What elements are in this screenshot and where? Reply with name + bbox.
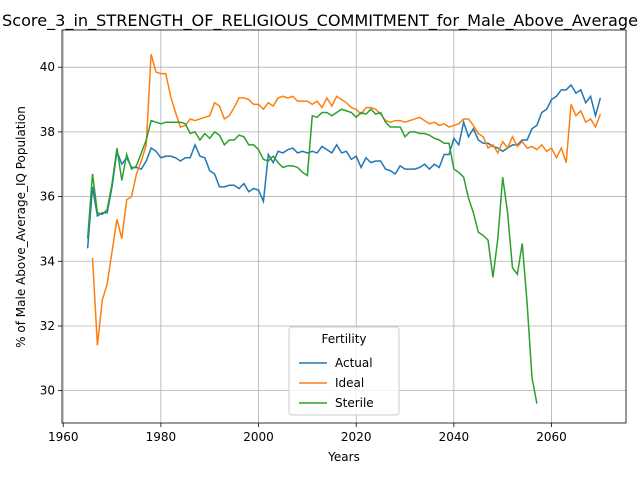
x-tick-label: 2040 [439,430,470,444]
legend-box [288,326,400,416]
y-axis-label: % of Male Above_Average_IQ Population [14,106,28,348]
legend-label: Ideal [335,376,364,390]
y-tick-label: 40 [40,60,55,74]
data-line [91,54,602,346]
x-tick-label: 2000 [243,430,274,444]
x-tick-label: 1980 [146,430,177,444]
y-tick-label: 34 [40,254,55,268]
x-tick-label: 2020 [341,430,372,444]
y-tick-label: 32 [40,319,55,333]
legend: Fertility Actual Ideal Sterile [288,326,400,416]
y-tick-label: 36 [40,190,55,204]
legend-label: Sterile [335,396,374,410]
y-tick-label: 38 [40,125,55,139]
data-line [86,108,538,404]
chart-title: Score_3_in_STRENGTH_OF_RELIGIOUS_COMMITM… [2,11,638,31]
data-line [86,83,602,249]
plot-frame [61,29,627,424]
x-tick-label: 1960 [48,430,79,444]
legend-title: Fertility [321,332,366,346]
y-tick-label: 30 [40,384,55,398]
x-axis-label: Years [327,450,360,464]
x-tick-label: 2060 [536,430,567,444]
legend-label: Actual [335,356,373,370]
